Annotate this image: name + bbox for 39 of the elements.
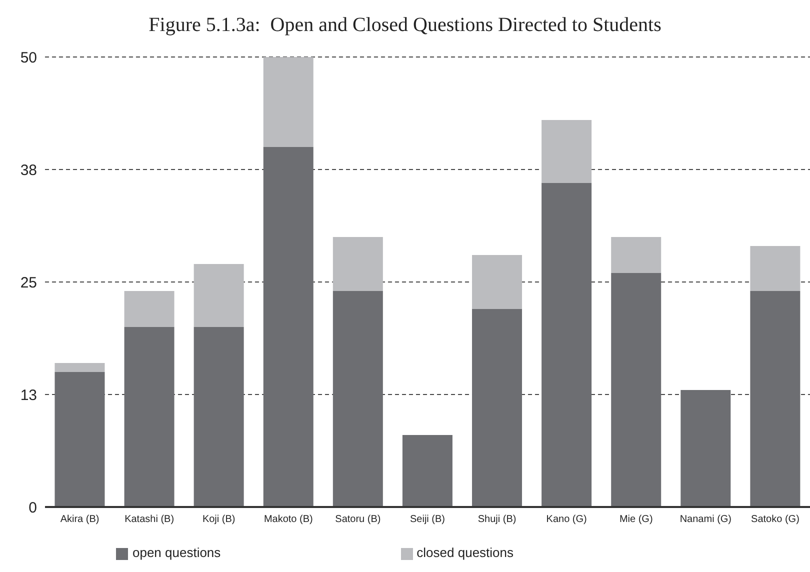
y-tick-label: 25 (20, 274, 37, 292)
chart-title: Figure 5.1.3a: Open and Closed Questions Directed to Students (148, 14, 662, 37)
x-tick-label: Katashi (B) (124, 514, 174, 526)
legend-label: open questions (132, 545, 221, 560)
x-tick-label: Satoko (G) (751, 514, 800, 526)
x-tick-label: Mie (G) (619, 514, 653, 526)
bar (332, 237, 383, 291)
x-tick-label: Seiji (B) (410, 514, 446, 526)
bar (402, 435, 452, 507)
bar (332, 291, 383, 507)
x-tick-label: Satoru (B) (335, 514, 381, 526)
y-tick-label: 0 (28, 499, 37, 516)
y-tick-label: 13 (20, 386, 37, 404)
bar (611, 237, 662, 273)
bar (194, 264, 244, 327)
bar (680, 390, 731, 507)
bar (750, 246, 800, 291)
x-tick-label: Nanami (G) (680, 514, 732, 526)
bar (611, 273, 662, 507)
bar (124, 291, 174, 327)
bar (542, 183, 592, 507)
x-tick-label: Kano (G) (546, 514, 587, 526)
bar (54, 372, 105, 507)
bar (750, 291, 800, 507)
x-tick-label: Makoto (B) (264, 514, 313, 526)
bar (194, 327, 244, 507)
y-tick-label: 50 (20, 49, 37, 66)
y-tick-label: 38 (20, 162, 37, 179)
bar (472, 255, 522, 309)
x-tick-label: Shuji (B) (478, 514, 516, 526)
bar (263, 57, 314, 147)
bar (263, 147, 314, 507)
bar (542, 120, 592, 183)
bar (54, 363, 105, 372)
legend-label: closed questions (416, 545, 514, 560)
x-tick-label: Koji (B) (202, 514, 236, 526)
bar (124, 327, 174, 507)
bar (472, 309, 522, 507)
x-tick-label: Akira (B) (60, 514, 100, 526)
